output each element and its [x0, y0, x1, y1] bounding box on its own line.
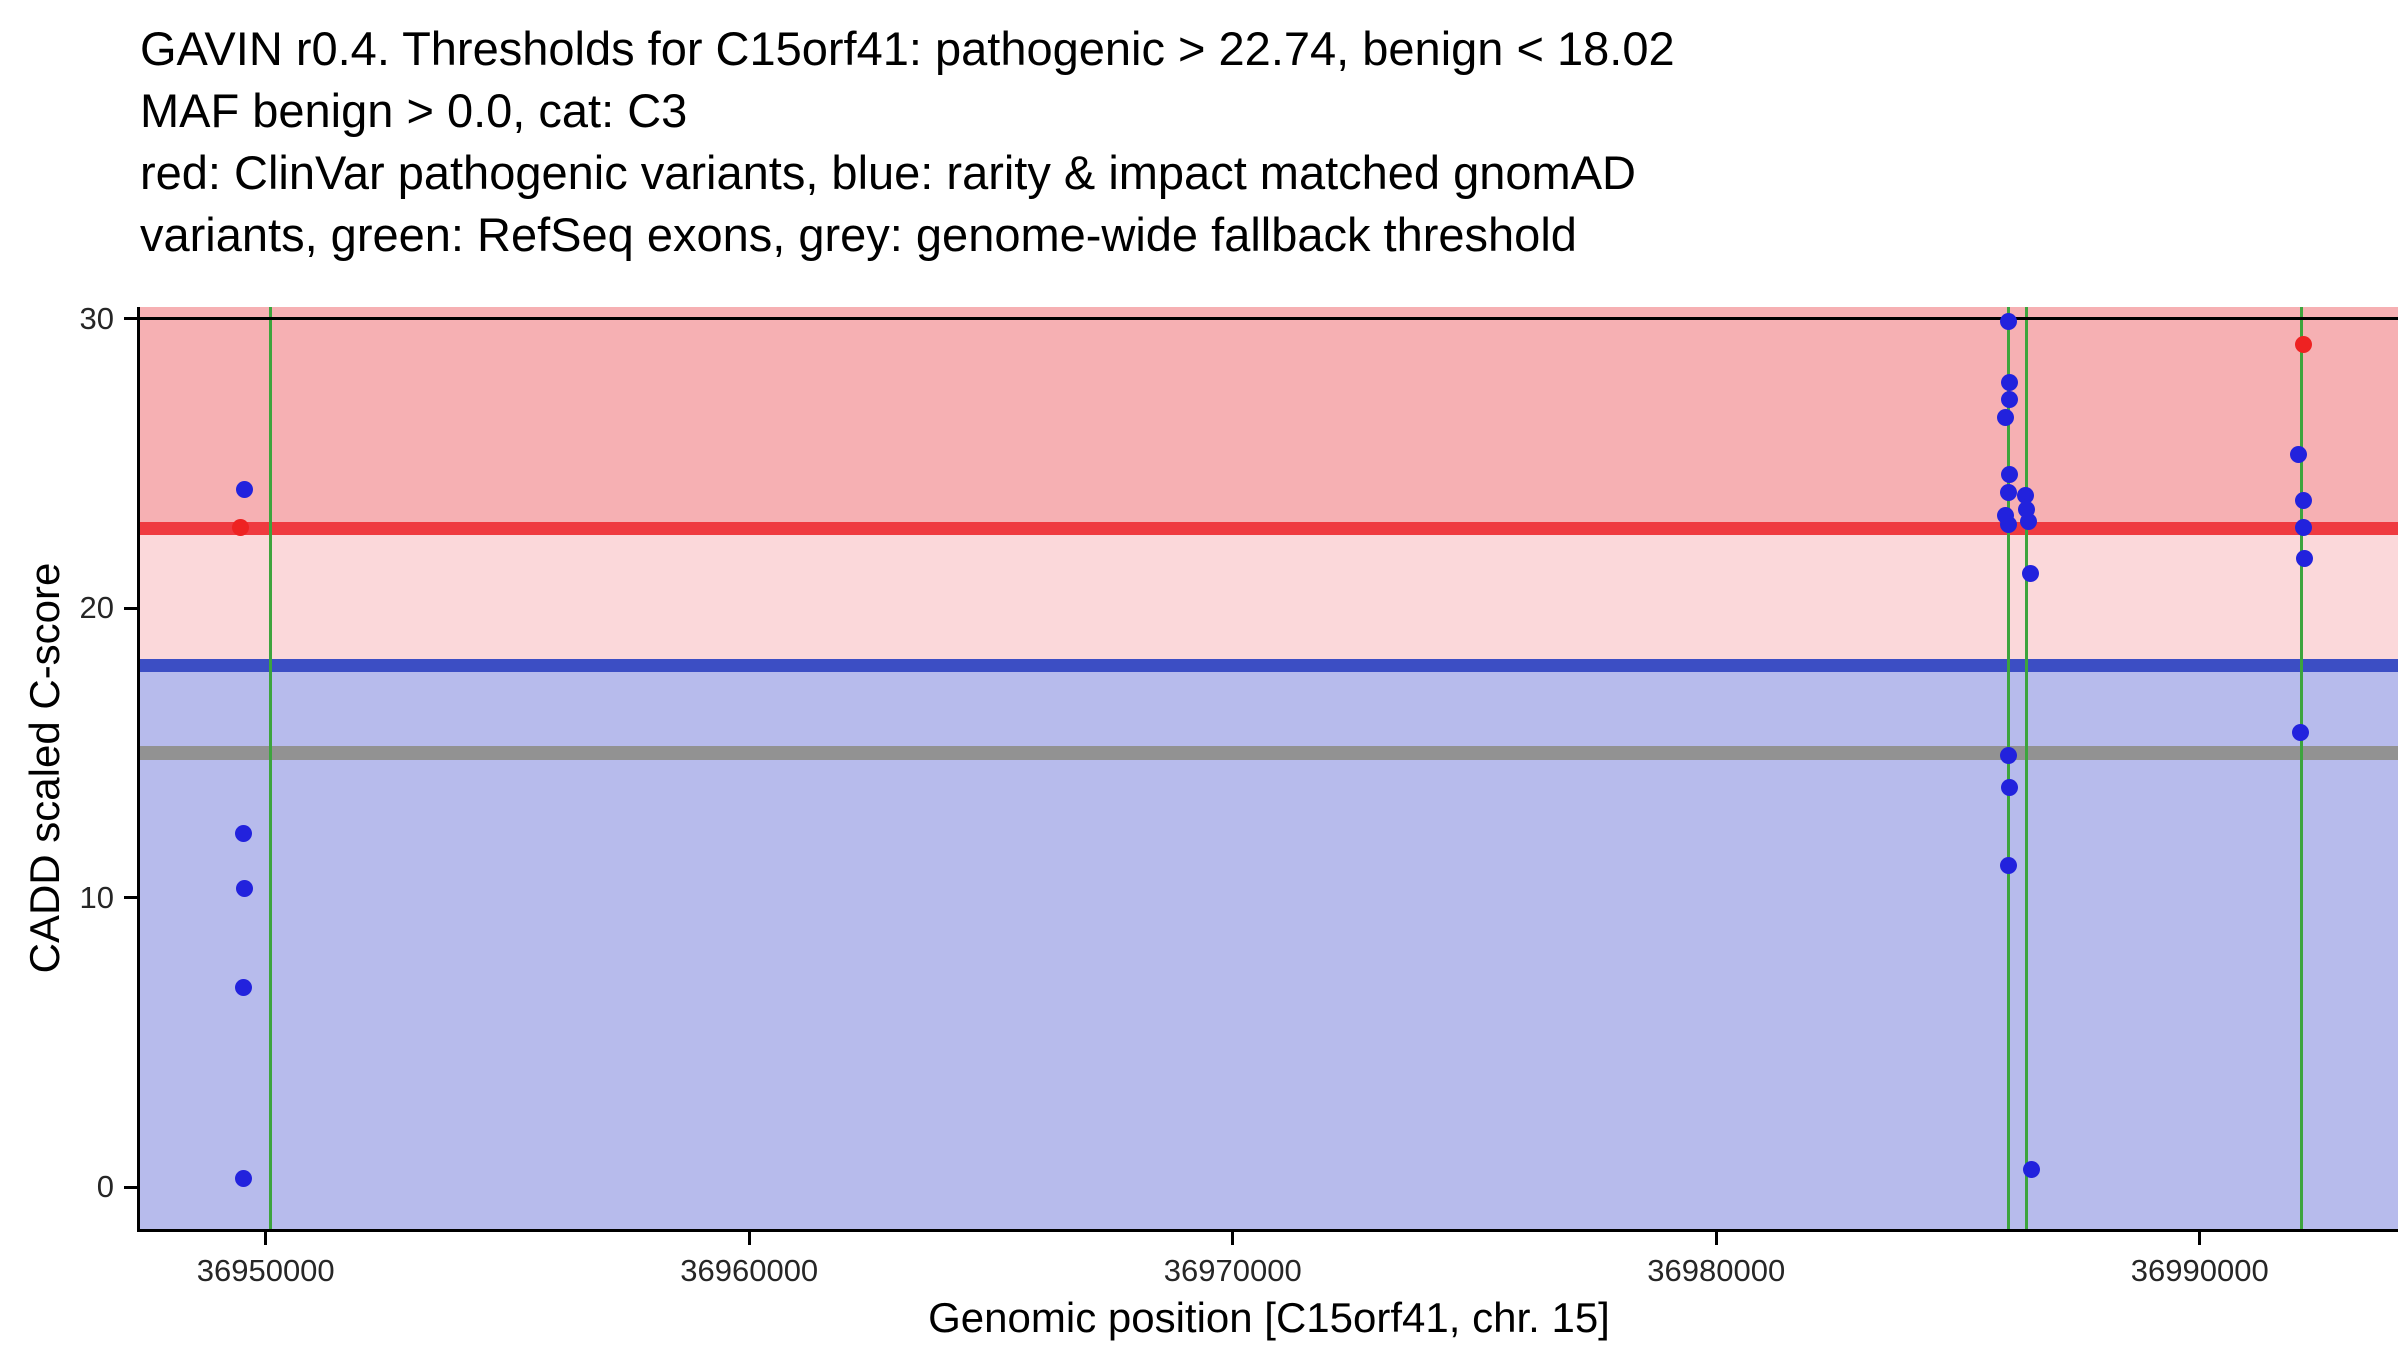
title-line-4: variants, green: RefSeq exons, grey: gen… [140, 208, 1577, 261]
gnomad-variant-point [2294, 492, 2312, 510]
gnomad-variant-point [2291, 724, 2309, 742]
gnomad-variant-point [2290, 446, 2308, 464]
region-pathogenic-zone [140, 307, 2398, 529]
gnomad-variant-point [1999, 857, 2017, 875]
gnomad-variant-point [1999, 312, 2017, 330]
gnomad-variant-point [2000, 373, 2018, 391]
x-tick-label: 36990000 [2130, 1253, 2269, 1288]
x-tick-label: 36950000 [196, 1253, 335, 1288]
gnomad-variant-point [2017, 486, 2035, 504]
plot-title: GAVIN r0.4. Thresholds for C15orf41: pat… [140, 18, 1675, 266]
y-tick-mark [124, 317, 137, 321]
y-tick-label: 0 [96, 1169, 114, 1205]
x-tick-mark [747, 1232, 751, 1245]
x-axis-line [140, 1229, 2398, 1232]
gnomad-variant-point [2000, 391, 2018, 409]
gnomad-variant-point [235, 880, 253, 898]
gnomad-variant-point [2294, 518, 2312, 536]
benign-threshold-line [140, 658, 2398, 672]
region-intermediate-zone [140, 528, 2398, 666]
y-tick-mark [124, 606, 137, 610]
pathogenic-threshold-line [140, 522, 2398, 536]
y-tick-mark [124, 896, 137, 900]
refseq-exon-line [2025, 307, 2029, 1229]
x-tick-mark [2198, 1232, 2202, 1245]
genome-wide-fallback-threshold-line [140, 745, 2398, 760]
x-tick-mark [1714, 1232, 1718, 1245]
gnomad-variant-point [2000, 779, 2018, 797]
gnomad-variant-point [235, 978, 253, 996]
gnomad-variant-point [2001, 466, 2019, 484]
refseq-exon-line [269, 307, 273, 1229]
x-axis-title: Genomic position [C15orf41, chr. 15] [928, 1294, 1610, 1341]
title-line-1: GAVIN r0.4. Thresholds for C15orf41: pat… [140, 22, 1675, 75]
y-axis-line [137, 307, 140, 1232]
x-tick-label: 36970000 [1163, 1253, 1302, 1288]
gnomad-variant-point [2023, 1161, 2041, 1179]
gnomad-variant-point [2021, 564, 2039, 582]
gnomad-variant-point [1999, 483, 2017, 501]
title-line-3: red: ClinVar pathogenic variants, blue: … [140, 146, 1636, 199]
gnomad-variant-point [2000, 747, 2018, 765]
gnomad-variant-point [235, 480, 253, 498]
gnomad-variant-point [2020, 512, 2038, 530]
clinvar-variant-point [2295, 336, 2313, 354]
x-tick-mark [1231, 1232, 1235, 1245]
x-tick-label: 36960000 [680, 1253, 819, 1288]
gnomad-variant-point [1999, 515, 2017, 533]
gnomad-variant-point [235, 1169, 253, 1187]
clinvar-variant-point [232, 518, 250, 536]
y-tick-label: 10 [79, 879, 114, 915]
gnomad-variant-point [1997, 408, 2015, 426]
refseq-exon-line [2299, 307, 2303, 1229]
y-tick-label: 20 [79, 590, 114, 626]
y-tick-label: 30 [79, 300, 114, 336]
refseq-exon-line [2007, 307, 2011, 1229]
title-line-2: MAF benign > 0.0, cat: C3 [140, 84, 688, 137]
y-tick-mark [124, 1185, 137, 1189]
x-tick-mark [264, 1232, 268, 1245]
gnomad-variant-point [234, 825, 252, 843]
panel-top-border [140, 317, 2398, 321]
x-tick-label: 36980000 [1647, 1253, 1786, 1288]
gnomad-variant-point [2295, 550, 2313, 568]
plot-panel [140, 307, 2398, 1229]
